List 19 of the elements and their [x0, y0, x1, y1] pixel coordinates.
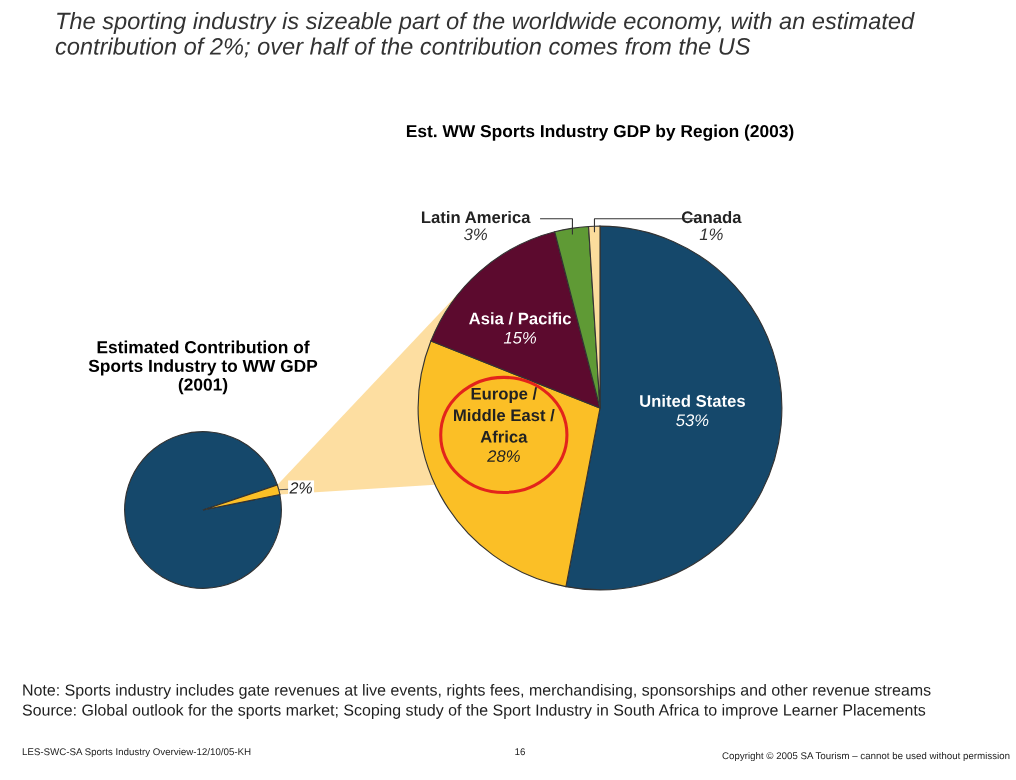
chart-title: Est. WW Sports Industry GDP by Region (2003)	[406, 124, 794, 141]
data-label: 2%	[289, 482, 312, 494]
data-label: 15%	[503, 331, 537, 344]
data-label: 53%	[676, 414, 709, 427]
slice-label: Canada	[681, 210, 742, 224]
text: Note: Sports industry includes gate revenues at live events, rights fees, merchandising, sponsorships and other revenue streams	[23, 684, 931, 699]
text: The sporting industry is sizeable part of the worldwide economy, with an estimated contribution of 2%; over half of the contribution comes from the US	[55, 12, 915, 58]
chart-title: Estimated Contribution of Sports Industry to WW GDP (2001)	[88, 340, 318, 395]
data-label: 3%	[463, 228, 487, 241]
data-label: 28%	[487, 450, 520, 462]
data-label: 1%	[699, 228, 723, 241]
slice-label: United States	[640, 394, 745, 407]
slice-label: Europe / Middle East / Africa	[454, 387, 555, 443]
text: 16	[515, 748, 525, 756]
source-note: Source: Global outlook for the sports market; Scoping study of the Sport Industry in South Africa to improve Learner Placements	[22, 704, 926, 719]
text: LES-SWC-SA Sports Industry Overview-12/10/05-KH	[22, 748, 251, 758]
slice-label: Latin America	[421, 210, 531, 224]
slice-label: Asia / Pacific	[469, 312, 571, 325]
text: Copyright © 2005 SA Tourism – cannot be used without permission	[722, 752, 1010, 762]
